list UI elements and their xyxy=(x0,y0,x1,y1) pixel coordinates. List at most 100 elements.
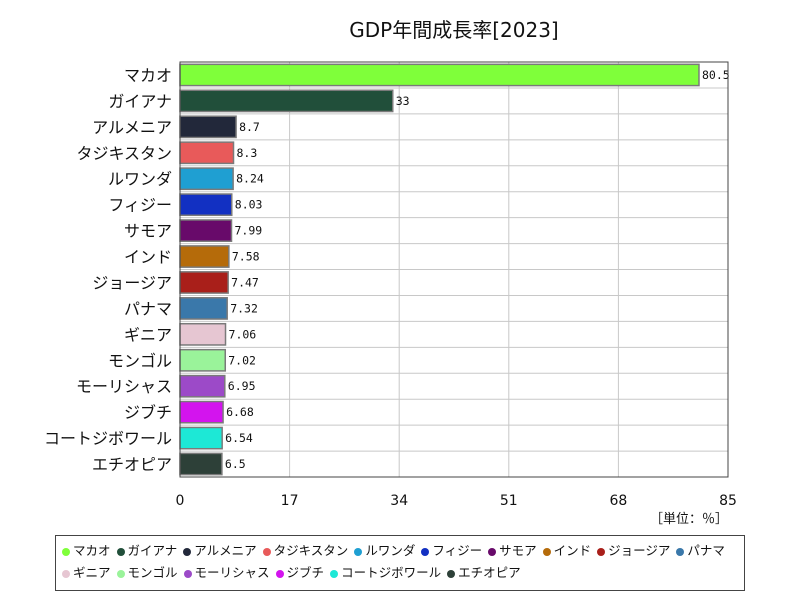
bar xyxy=(179,115,237,139)
legend-item: マカオ xyxy=(62,540,111,562)
value-label: 6.54 xyxy=(225,431,253,445)
bar xyxy=(179,167,234,191)
legend-marker xyxy=(183,547,192,556)
legend-label: タジキスタン xyxy=(273,543,349,558)
bar xyxy=(179,426,223,450)
x-tick-label: 85 xyxy=(719,493,737,509)
value-label: 7.58 xyxy=(232,250,260,264)
category-label: モーリシャス xyxy=(76,377,172,396)
bar xyxy=(179,297,228,320)
legend-label: マカオ xyxy=(73,543,111,558)
x-tick-label: 68 xyxy=(609,493,627,509)
value-label: 7.02 xyxy=(228,353,256,367)
bar xyxy=(179,322,227,346)
value-label: 80.5 xyxy=(702,68,730,82)
legend-label: モンゴル xyxy=(127,565,178,580)
legend: マカオ ガイアナ アルメニア タジキスタン ルワンダ フィジー サモア インド ジョージア パナマ… xyxy=(55,535,745,591)
category-label: タジキスタン xyxy=(76,144,172,163)
legend-label: ギニア xyxy=(73,565,111,580)
legend-label: モーリシャス xyxy=(194,565,270,580)
legend-marker xyxy=(62,547,70,556)
legend-item: ジョージア xyxy=(597,540,670,562)
legend-label: ガイアナ xyxy=(127,543,178,558)
bar xyxy=(179,452,223,476)
legend-item: ガイアナ xyxy=(116,540,178,562)
legend-label: サモア xyxy=(499,543,537,558)
legend-label: エチオピア xyxy=(458,565,521,580)
legend-item: パナマ xyxy=(676,540,725,562)
legend-marker xyxy=(183,569,192,578)
category-label: ジョージア xyxy=(92,273,172,292)
value-label: 7.06 xyxy=(229,327,257,341)
legend-marker xyxy=(330,569,339,578)
category-label: フィジー xyxy=(108,196,172,215)
x-tick-label: 51 xyxy=(500,493,518,509)
legend-marker xyxy=(676,547,685,556)
legend-marker xyxy=(447,569,456,578)
bar xyxy=(179,141,235,165)
legend-label: インド xyxy=(553,543,592,558)
bar xyxy=(179,89,394,113)
legend-item: ギニア xyxy=(62,562,111,584)
category-label: インド xyxy=(124,248,172,267)
category-label: アルメニア xyxy=(92,118,172,137)
value-label: 6.5 xyxy=(225,457,246,471)
value-label: 8.3 xyxy=(237,146,258,160)
legend-item: ルワンダ xyxy=(354,540,415,562)
value-label: 8.03 xyxy=(235,198,263,212)
bar xyxy=(179,219,233,242)
legend-label: ルワンダ xyxy=(365,543,416,558)
legend-item: タジキスタン xyxy=(262,540,349,562)
category-label: ルワンダ xyxy=(108,170,172,189)
legend-label: コートジボワール xyxy=(341,565,442,580)
legend-item: インド xyxy=(542,540,592,562)
bar xyxy=(179,374,226,398)
x-tick-label: 34 xyxy=(390,493,408,509)
value-label: 8.7 xyxy=(239,120,260,134)
category-label: ガイアナ xyxy=(108,92,172,111)
value-label: 7.99 xyxy=(235,224,263,238)
legend-label: パナマ xyxy=(687,543,725,558)
legend-marker xyxy=(275,569,284,578)
value-label: 7.32 xyxy=(230,301,258,315)
bar xyxy=(179,348,227,372)
value-label: 6.68 xyxy=(226,405,254,419)
value-label: 33 xyxy=(396,94,410,108)
category-label: パナマ xyxy=(124,299,172,318)
legend-marker xyxy=(488,547,497,556)
legend-label: ジョージア xyxy=(608,543,671,558)
legend-label: アルメニア xyxy=(194,543,257,558)
legend-item: フィジー xyxy=(421,540,482,562)
legend-label: ジブチ xyxy=(286,565,325,580)
bar xyxy=(179,193,233,217)
bar xyxy=(179,271,229,294)
category-label: エチオピア xyxy=(92,455,172,474)
bar xyxy=(179,245,230,268)
legend-label: フィジー xyxy=(432,543,483,558)
unit-label: ［単位：％］ xyxy=(649,512,728,527)
bar xyxy=(179,63,700,87)
legend-marker xyxy=(354,547,363,556)
legend-item: モーリシャス xyxy=(183,562,270,584)
category-label: ギニア xyxy=(124,325,172,344)
plot-frame xyxy=(179,61,729,478)
category-label: サモア xyxy=(124,222,172,241)
legend-item: ジブチ xyxy=(275,562,325,584)
category-label: コートジボワール xyxy=(44,429,172,448)
category-label: マカオ xyxy=(124,66,172,85)
legend-marker xyxy=(116,569,125,578)
legend-item: コートジボワール xyxy=(330,562,441,584)
value-label: 8.24 xyxy=(236,172,264,186)
legend-item: モンゴル xyxy=(116,562,178,584)
legend-item: サモア xyxy=(488,540,537,562)
value-label: 6.95 xyxy=(228,379,256,393)
category-label: ジブチ xyxy=(124,403,172,422)
value-label: 7.47 xyxy=(231,275,259,289)
legend-item: アルメニア xyxy=(183,540,257,562)
x-tick-label: 0 xyxy=(176,493,185,509)
legend-marker xyxy=(421,547,430,556)
legend-marker xyxy=(542,547,551,556)
legend-item: エチオピア xyxy=(447,562,521,584)
legend-marker xyxy=(597,547,606,556)
